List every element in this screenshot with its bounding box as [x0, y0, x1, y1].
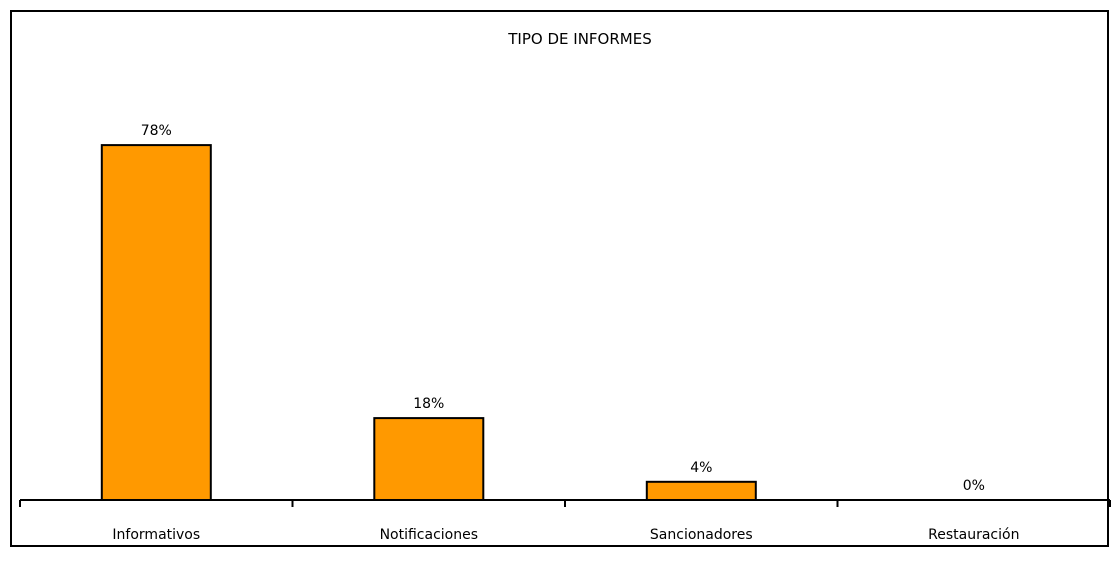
- category-label-sancionadores: Sancionadores: [650, 527, 753, 543]
- category-label-notificaciones: Notificaciones: [380, 527, 478, 543]
- value-label-restauracion: 0%: [963, 478, 985, 494]
- x-ticks-layer: [19, 500, 1111, 507]
- chart-title: TIPO DE INFORMES: [507, 30, 651, 48]
- value-label-sancionadores: 4%: [690, 460, 712, 476]
- category-labels-layer: Informativos Notificaciones Sancionadores R…: [112, 527, 1019, 543]
- bar-sancionadores: [645, 480, 757, 501]
- value-labels-layer: 78% 18% 4% 0%: [141, 123, 985, 494]
- bars-layer: [100, 144, 757, 502]
- bar-informativos: [100, 144, 212, 501]
- value-label-notificaciones: 18%: [413, 396, 444, 412]
- value-label-informativos: 78%: [141, 123, 172, 139]
- category-label-informativos: Informativos: [112, 527, 200, 543]
- bar-notificaciones: [373, 417, 485, 502]
- category-label-restauracion: Restauración: [928, 527, 1019, 543]
